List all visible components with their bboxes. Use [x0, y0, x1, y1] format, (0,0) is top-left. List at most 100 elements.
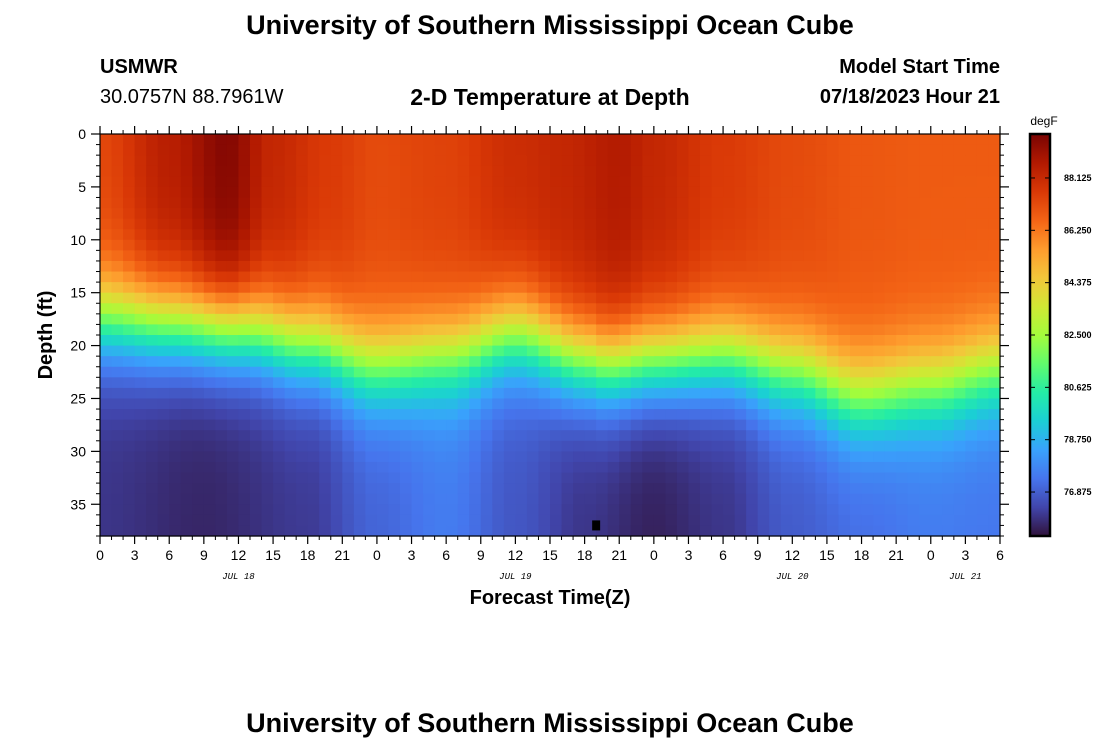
- heatmap-cell: [273, 430, 286, 442]
- heatmap-cell: [226, 398, 240, 410]
- heatmap-cell: [607, 282, 620, 294]
- heatmap-cell: [284, 335, 297, 347]
- heatmap-cell: [296, 260, 309, 273]
- heatmap-cell: [803, 229, 816, 241]
- heatmap-cell: [123, 398, 136, 410]
- heatmap-cell: [203, 356, 216, 368]
- heatmap-cell: [157, 155, 170, 167]
- heatmap-cell: [388, 483, 401, 495]
- heatmap-cell: [157, 282, 170, 294]
- heatmap-cell: [873, 409, 886, 421]
- heatmap-cell: [757, 419, 770, 431]
- heatmap-cell: [203, 239, 216, 251]
- heatmap-cell: [907, 356, 920, 368]
- heatmap-cell: [365, 440, 378, 452]
- heatmap-cell: [919, 430, 932, 442]
- heatmap-cell: [134, 144, 147, 156]
- heatmap-cell: [769, 155, 782, 167]
- heatmap-cell: [953, 165, 966, 177]
- heatmap-cell: [826, 250, 840, 262]
- heatmap-cell: [400, 313, 413, 326]
- heatmap-cell: [434, 208, 447, 220]
- heatmap-cell: [226, 409, 240, 421]
- heatmap-cell: [584, 250, 597, 262]
- heatmap-cell: [896, 144, 909, 156]
- heatmap-cell: [838, 260, 851, 273]
- heatmap-cell: [803, 165, 816, 177]
- heatmap-cell: [423, 303, 436, 315]
- heatmap-cell: [192, 525, 205, 537]
- heatmap-cell: [146, 282, 159, 294]
- heatmap-cell: [826, 324, 840, 336]
- heatmap-cell: [492, 324, 505, 336]
- heatmap-cell: [480, 461, 493, 474]
- heatmap-cell: [861, 197, 874, 209]
- heatmap-cell: [919, 303, 932, 315]
- heatmap-cell: [100, 250, 113, 262]
- heatmap-cell: [861, 134, 874, 146]
- heatmap-cell: [746, 208, 759, 220]
- heatmap-cell: [930, 144, 943, 156]
- heatmap-cell: [676, 229, 690, 241]
- heatmap-cell: [826, 419, 840, 431]
- heatmap-cell: [226, 366, 240, 378]
- heatmap-cell: [134, 134, 147, 146]
- heatmap-cell: [607, 218, 620, 230]
- heatmap-cell: [411, 134, 424, 146]
- heatmap-cell: [538, 155, 551, 167]
- heatmap-cell: [365, 324, 378, 336]
- heatmap-cell: [988, 461, 1001, 474]
- heatmap-cell: [146, 387, 159, 400]
- heatmap-cell: [319, 345, 332, 357]
- heatmap-cell: [503, 377, 516, 389]
- heatmap-cell: [538, 324, 551, 336]
- heatmap-cell: [434, 356, 447, 368]
- heatmap-cell: [815, 398, 828, 410]
- heatmap-cell: [838, 186, 851, 199]
- heatmap-cell: [573, 514, 586, 527]
- heatmap-cell: [480, 472, 493, 484]
- heatmap-cell: [988, 197, 1001, 209]
- heatmap-cell: [896, 303, 909, 315]
- heatmap-cell: [123, 514, 136, 527]
- date-label: JUL 21: [949, 572, 981, 582]
- heatmap-cell: [676, 472, 690, 484]
- heatmap-cell: [976, 186, 990, 199]
- heatmap-cell: [746, 461, 759, 474]
- heatmap-cell: [480, 260, 493, 273]
- heatmap-cell: [930, 409, 943, 421]
- heatmap-cell: [688, 155, 701, 167]
- heatmap-cell: [538, 345, 551, 357]
- heatmap-cell: [573, 483, 586, 495]
- heatmap-cell: [561, 483, 574, 495]
- heatmap-cell: [192, 197, 205, 209]
- heatmap-cell: [526, 345, 540, 357]
- heatmap-cell: [446, 260, 459, 273]
- heatmap-cell: [919, 483, 932, 495]
- heatmap-cell: [365, 239, 378, 251]
- heatmap-cell: [988, 430, 1001, 442]
- heatmap-cell: [953, 239, 966, 251]
- heatmap-cell: [711, 525, 724, 537]
- heatmap-cell: [157, 229, 170, 241]
- heatmap-cell: [169, 292, 182, 304]
- x-tick-label: 3: [961, 547, 969, 563]
- heatmap-cell: [203, 260, 216, 273]
- heatmap-cell: [538, 229, 551, 241]
- heatmap-cell: [400, 461, 413, 474]
- heatmap-cell: [907, 461, 920, 474]
- x-tick-label: 12: [231, 547, 247, 563]
- heatmap-cell: [746, 324, 759, 336]
- heatmap-cell: [411, 514, 424, 527]
- heatmap-cell: [457, 461, 470, 474]
- heatmap-cell: [146, 525, 159, 537]
- heatmap-cell: [273, 366, 286, 378]
- heatmap-cell: [907, 144, 920, 156]
- heatmap-cell: [250, 134, 263, 146]
- heatmap-cell: [215, 134, 228, 146]
- heatmap-cell: [123, 239, 136, 251]
- heatmap-cell: [146, 176, 159, 188]
- heatmap-cell: [907, 239, 920, 251]
- heatmap-cell: [469, 186, 482, 199]
- heatmap-cell: [803, 271, 816, 283]
